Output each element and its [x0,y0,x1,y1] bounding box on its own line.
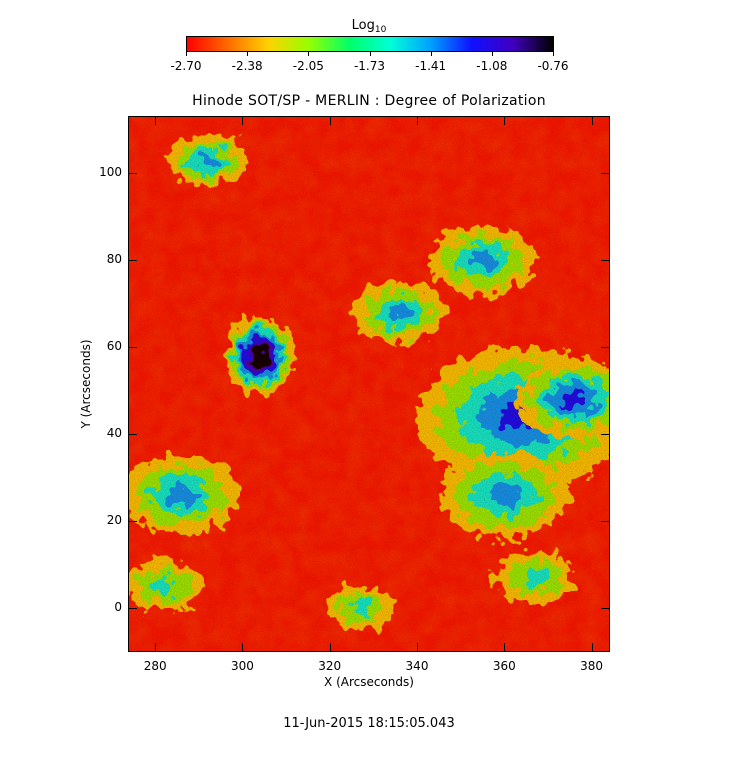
colorbar-title-subscript: 10 [374,25,387,35]
colorbar-tick [553,52,554,56]
x-tick-label: 340 [405,659,429,673]
y-tick [129,173,137,175]
x-tick [242,643,244,651]
x-tick [417,643,418,651]
y-axis-title: Y (Arcseconds) [79,339,93,429]
x-tick-label: 280 [143,659,167,673]
y-tick-label: 80 [106,252,122,267]
y-tick-right [601,607,609,609]
colorbar-tick-label: -2.05 [292,59,324,73]
colorbar [186,36,554,52]
y-tick [129,520,137,522]
y-tick [129,433,137,435]
colorbar-tick [186,52,187,56]
y-tick-right [601,260,609,262]
colorbar-title: Log10 [0,18,738,35]
colorbar-title-text: Log [351,18,375,33]
x-tick-label: 380 [580,659,603,673]
y-tick-right [601,173,609,175]
x-tick-top [242,117,244,125]
y-tick-label: 60 [106,339,122,354]
x-tick [504,643,506,651]
y-tick [129,607,137,609]
x-tick [329,643,331,651]
x-tick-label: 360 [492,659,516,673]
colorbar-tick [430,52,432,56]
colorbar-tick [369,52,371,56]
y-tick [129,347,137,349]
colorbar-tick-label: -1.08 [476,59,508,73]
y-tick [129,260,137,262]
x-axis-title: X (Arcseconds) [324,675,414,689]
observation-timestamp: 11-Jun-2015 18:15:05.043 [283,716,455,731]
y-tick-right [601,347,609,349]
y-tick-right [601,520,609,522]
y-tick-label: 100 [99,165,122,180]
colorbar-tick [491,52,493,56]
colorbar-tick [247,52,249,56]
colorbar-tick [308,52,310,56]
colorbar-tick-label: -1.73 [353,59,386,73]
x-tick-top [504,117,506,125]
map-grain [129,117,609,651]
colorbar-tick-label: -2.38 [231,59,263,73]
y-tick-label: 0 [114,599,122,614]
polarization-map [128,116,610,652]
x-tick-top [329,117,331,125]
colorbar-tick-label: -1.41 [415,59,447,73]
y-tick-label: 20 [106,512,122,527]
x-tick [155,643,157,651]
x-tick [591,643,593,651]
y-tick-label: 40 [106,425,122,440]
colorbar-tick-label: -2.70 [170,59,202,73]
x-tick-top [155,117,157,125]
x-tick-label: 320 [318,659,342,673]
colorbar-tick-label: -0.76 [537,59,569,73]
plot-title: Hinode SOT/SP - MERLIN : Degree of Polar… [192,93,546,109]
x-tick-top [417,117,418,125]
y-tick-right [601,433,609,435]
heatmap-svg [129,117,609,651]
x-tick-label: 300 [231,659,254,673]
x-tick-top [591,117,593,125]
